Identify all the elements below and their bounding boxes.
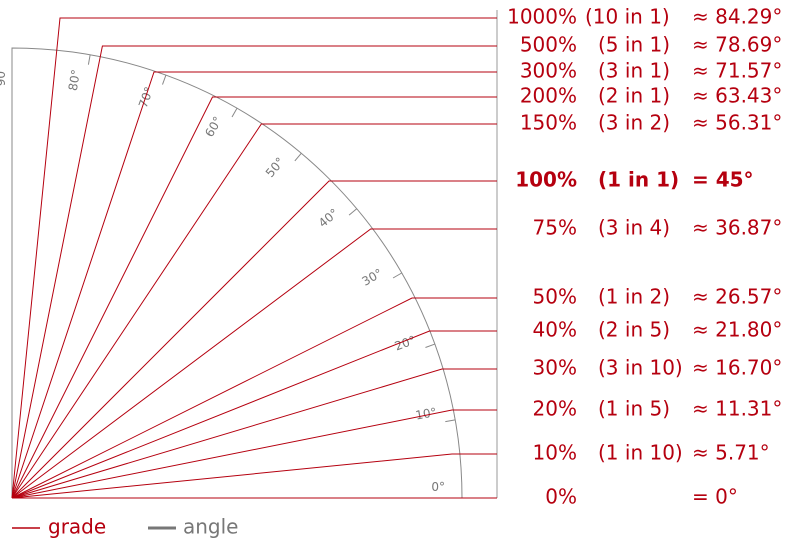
ratio-label: (3 in 10) <box>598 356 683 380</box>
angle-label: ≈ 56.31° <box>692 111 782 135</box>
angle-label: ≈ 21.80° <box>692 318 782 342</box>
angle-label: ≈ 5.71° <box>692 441 770 465</box>
ratio-label: (5 in 1) <box>598 33 670 57</box>
grade-line <box>11 368 497 499</box>
arc-label: 70° <box>136 85 156 110</box>
arc-label: 0° <box>431 480 445 494</box>
grade-label: 50% <box>533 285 577 309</box>
ratio-label: (3 in 2) <box>598 111 670 135</box>
arc-label: 50° <box>263 155 287 180</box>
grade-line <box>11 45 497 499</box>
arc-tick: 70° <box>136 74 167 110</box>
ratio-label: (3 in 4) <box>598 216 670 240</box>
angle-label: ≈ 71.57° <box>692 59 782 83</box>
angle-label: = 0° <box>692 485 738 509</box>
content: 0° 10° 20° 30° 40° 50° 60° 70° 80° 90° 1000% (10 in… <box>0 5 782 509</box>
angle-label: ≈ 78.69° <box>692 33 782 57</box>
tick-mark <box>162 74 167 85</box>
ratio-label: (2 in 5) <box>598 318 670 342</box>
ratio-label: (1 in 2) <box>598 285 670 309</box>
ratio-label: (1 in 5) <box>598 397 670 421</box>
grade-label: 30% <box>533 356 577 380</box>
grade-label: 0% <box>545 485 577 509</box>
ratio-label: (2 in 1) <box>598 84 670 108</box>
tick-mark <box>392 272 402 279</box>
ratio-label: (1 in 10) <box>598 441 683 465</box>
grade-label: 150% <box>520 111 577 135</box>
angle-label: ≈ 11.31° <box>692 397 782 421</box>
ratio-label: (1 in 1) <box>598 168 679 192</box>
grade-line <box>11 123 497 499</box>
legend-angle: angle <box>183 515 239 539</box>
tick-mark <box>445 419 456 423</box>
grade-label: 40% <box>533 318 577 342</box>
grade-line <box>11 96 497 499</box>
arc-tick: 10° <box>414 405 456 423</box>
grade-label: 1000% <box>507 5 577 29</box>
grade-line <box>11 228 497 499</box>
arc-label: 60° <box>202 114 225 139</box>
grade-label: 10% <box>533 441 577 465</box>
arc-label: 20° <box>393 333 418 353</box>
tick-mark <box>231 108 238 118</box>
arc-label: 10° <box>414 405 437 422</box>
angle-label: ≈ 84.29° <box>692 5 782 29</box>
grade-label: 200% <box>520 84 577 108</box>
tick-mark <box>294 152 302 162</box>
angle-label: ≈ 16.70° <box>692 356 782 380</box>
grade-line <box>11 180 497 499</box>
grade-label: 20% <box>533 397 577 421</box>
tick-mark <box>425 343 436 348</box>
grade-label: 300% <box>520 59 577 83</box>
arc-tick: 90° <box>0 65 8 86</box>
grade-line <box>11 71 497 499</box>
arc-label: 30° <box>360 266 385 289</box>
grade-line <box>11 330 497 499</box>
tick-mark <box>348 208 358 216</box>
arc-label: 90° <box>0 65 8 86</box>
angle-label: = 45° <box>692 168 754 192</box>
angle-arc <box>11 47 463 499</box>
grade-label: 100% <box>515 168 577 192</box>
grade-line <box>11 453 497 499</box>
grade-line <box>11 297 497 499</box>
tick-mark <box>87 54 91 65</box>
arc-tick: 80° <box>66 54 91 92</box>
angle-label: ≈ 36.87° <box>692 216 782 240</box>
arc-tick: 40° <box>316 206 358 230</box>
grade-label: 75% <box>533 216 577 240</box>
ratio-label: (3 in 1) <box>598 59 670 83</box>
ratio-label: (10 in 1) <box>585 5 670 29</box>
angle-label: ≈ 26.57° <box>692 285 782 309</box>
angle-label: ≈ 63.43° <box>692 84 782 108</box>
grade-line <box>11 17 497 499</box>
legend-grade: grade <box>48 515 106 539</box>
grade-label: 500% <box>520 33 577 57</box>
grade-line <box>11 409 497 499</box>
arc-label: 80° <box>66 68 83 91</box>
arc-tick: 0° <box>431 480 445 494</box>
arc-label: 40° <box>316 206 341 230</box>
